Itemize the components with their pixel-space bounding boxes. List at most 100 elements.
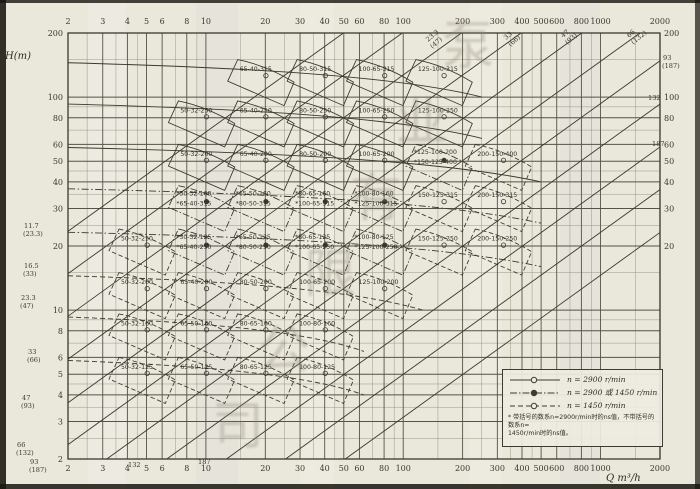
bep-marker <box>500 242 507 248</box>
ns-label: 132 <box>648 94 661 102</box>
ns-label: 33(66) <box>27 348 41 364</box>
ns-label-value: 132 <box>128 461 141 469</box>
y-tick-left: 5 <box>58 370 63 379</box>
pump-cell-2900-50-32-250 <box>167 100 236 148</box>
ns-line-33 <box>67 32 522 360</box>
ns-label: 16.5(33) <box>23 262 39 278</box>
x-tick-top: 40 <box>320 17 330 26</box>
pump-label-100-65-200: 100-65-200 <box>359 151 395 158</box>
x-tick-bottom: 500 <box>533 464 548 473</box>
pump-label-65-40-315: *65-40-315 <box>176 200 211 207</box>
y-tick-right: 100 <box>664 93 679 102</box>
bep-marker <box>263 327 269 333</box>
legend-row-2900-or-1450: n = 2900 或 1450 r/min <box>508 386 658 399</box>
y-tick-right: 200 <box>664 29 679 38</box>
x-tick-bottom: 3 <box>100 464 105 473</box>
x-tick-bottom: 2000 <box>650 464 670 473</box>
frame-left <box>0 0 6 489</box>
y-tick-left: 8 <box>58 327 63 336</box>
bep-marker <box>382 242 388 248</box>
y-tick-right: 80 <box>664 114 674 123</box>
pump-label-100-65-250: *100-65-250 <box>295 244 334 251</box>
ns-label-value: 33 <box>502 30 514 42</box>
ns-label: 93(187) <box>662 54 680 70</box>
bep-marker <box>322 157 328 163</box>
x-tick-top: 60 <box>354 17 364 26</box>
pump-label-50-32-160: 50-32-160 <box>121 320 153 327</box>
pump-label-65-50-125: *65-50-125 <box>236 234 271 241</box>
pump-label-65-50-160: 65-50-160 <box>180 320 212 327</box>
bep-marker <box>263 199 269 205</box>
watermark-char: 泵 <box>442 17 494 77</box>
pump-label-100-80-125: 100-80-125 <box>299 364 335 371</box>
y-tick-left: 50 <box>53 157 63 166</box>
pump-cell-1450-150-125-315 <box>405 185 473 233</box>
x-tick-top: 20 <box>260 17 270 26</box>
plot-border <box>67 32 661 460</box>
ns-line-23.3 <box>67 32 462 317</box>
ns-label-value: 47 <box>22 394 30 402</box>
pump-label-80-50-315: 80-50-315 <box>299 66 331 73</box>
x-tick-bottom: 1000 <box>590 464 610 473</box>
ns-label-value: 93 <box>30 458 38 466</box>
pump-cell-dual-50-32-125 <box>167 228 236 276</box>
y-tick-right: 40 <box>664 178 674 187</box>
pump-label-200-150-400: 200-150-400 <box>477 151 517 158</box>
y-tick-right: 60 <box>664 140 674 149</box>
pump-label-65-40-200: 65-40-200 <box>180 279 212 286</box>
pump-label-80-65-125: 80-65-125 <box>240 364 272 371</box>
pump-cell-1450-200-150-400 <box>464 143 533 191</box>
pump-cell-1450-80-65-160 <box>227 313 295 361</box>
pump-label-100-65-250: 100-65-250 <box>359 107 395 114</box>
ns-label-value: 93 <box>663 54 671 62</box>
pump-label-80-50-315: *80-50-315 <box>236 200 271 207</box>
x-tick-bottom: 200 <box>455 464 470 473</box>
bep-marker <box>382 199 388 205</box>
bep-marker <box>144 242 150 248</box>
ns-line-187 <box>226 146 661 460</box>
ns-label: 132 <box>128 461 141 469</box>
pump-label-80-50-250: 80-50-250 <box>299 107 331 114</box>
axis-tick-labels: 2233445566881010202030304040505060608080… <box>48 17 680 473</box>
pump-cell-1450-80-50-200 <box>227 272 295 320</box>
bep-marker <box>263 370 269 376</box>
y-tick-right: 50 <box>664 157 674 166</box>
pump-label-150-125-250: 150-125-250 <box>418 236 458 243</box>
x-tick-top: 80 <box>379 17 389 26</box>
ns-label: 11.7(23.3) <box>23 222 43 238</box>
solid-line-open-circle-icon <box>510 376 560 383</box>
x-tick-top: 2 <box>65 17 70 26</box>
pump-label-80-65-160: 80-65-160 <box>240 320 272 327</box>
x-tick-top: 50 <box>339 17 349 26</box>
pump-label-200-150-315: 200-150-315 <box>477 192 517 199</box>
x-tick-bottom: 10 <box>201 464 211 473</box>
pump-cell-dual-80-65-160 <box>286 185 355 233</box>
pump-label-125-100-200: *125-100-200 <box>414 149 457 156</box>
pump-label-65-40-250: *65-40-250 <box>176 244 211 251</box>
ns-label-value: 11.7 <box>24 222 39 230</box>
pump-label-50-32-160: *50-32-160 <box>176 190 211 197</box>
x-tick-top: 8 <box>184 17 189 26</box>
bep-marker <box>263 242 269 248</box>
pump-cell-2900-80-50-250 <box>286 100 355 148</box>
pump-cell-1450-65-40-200 <box>167 272 236 320</box>
ns-label-bracket: (187) <box>29 466 47 474</box>
ns-label-value: 66 <box>625 28 637 40</box>
ns-label: 66(132) <box>16 441 34 457</box>
bep-marker <box>441 157 447 163</box>
x-tick-bottom: 800 <box>574 464 589 473</box>
pump-label-50-32-200: 50-32-200 <box>180 151 212 158</box>
y-tick-left: 40 <box>53 178 63 187</box>
pump-label-50-32-250: 50-32-250 <box>121 236 153 243</box>
pump-label-100-65-315: *100-65-315 <box>295 200 334 207</box>
x-tick-top: 200 <box>455 17 470 26</box>
x-tick-top: 800 <box>574 17 589 26</box>
legend-label: n = 2900 r/min <box>567 375 626 384</box>
ns-line-11.7 <box>67 32 344 232</box>
ns-label-value: 47 <box>559 28 571 40</box>
y-tick-left: 100 <box>48 93 63 102</box>
bep-marker <box>322 114 328 120</box>
x-tick-top: 6 <box>160 17 165 26</box>
bep-marker <box>322 199 328 205</box>
ns-label: 47(93) <box>559 28 579 46</box>
